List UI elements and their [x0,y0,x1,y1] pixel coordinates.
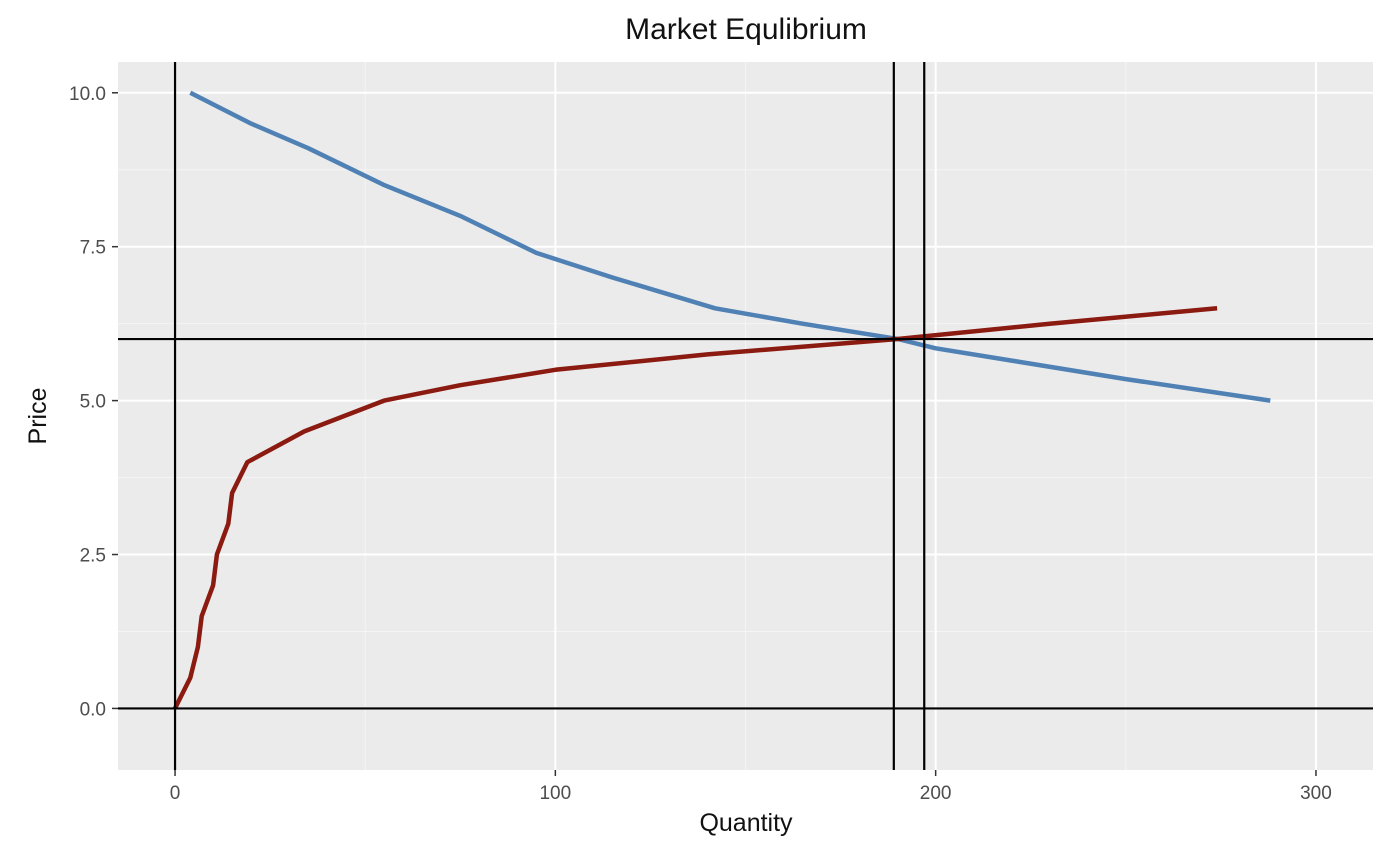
x-tick-label: 0 [170,783,181,804]
x-tick-label: 200 [920,783,952,804]
chart-title: Market Equlibrium [625,13,867,46]
supply-line [172,306,1218,710]
x-tick-label: 300 [1300,783,1332,804]
y-tick-label: 2.5 [80,546,106,567]
y-tick-label: 10.0 [69,84,106,105]
y-axis-ticks: 0.0 2.5 5.0 7.5 10.0 [69,84,118,720]
x-tick-label: 100 [539,783,571,804]
y-tick-label: 7.5 [80,238,106,259]
y-tick-label: 0.0 [80,699,106,720]
x-axis-ticks: 0 100 200 300 [170,770,1332,804]
x-axis-title: Quantity [699,809,793,837]
demand-line [189,90,1271,403]
y-tick-label: 5.0 [80,392,106,413]
reference-lines [118,62,1373,770]
y-axis-title: Price [24,388,52,445]
series-lines [172,90,1271,710]
